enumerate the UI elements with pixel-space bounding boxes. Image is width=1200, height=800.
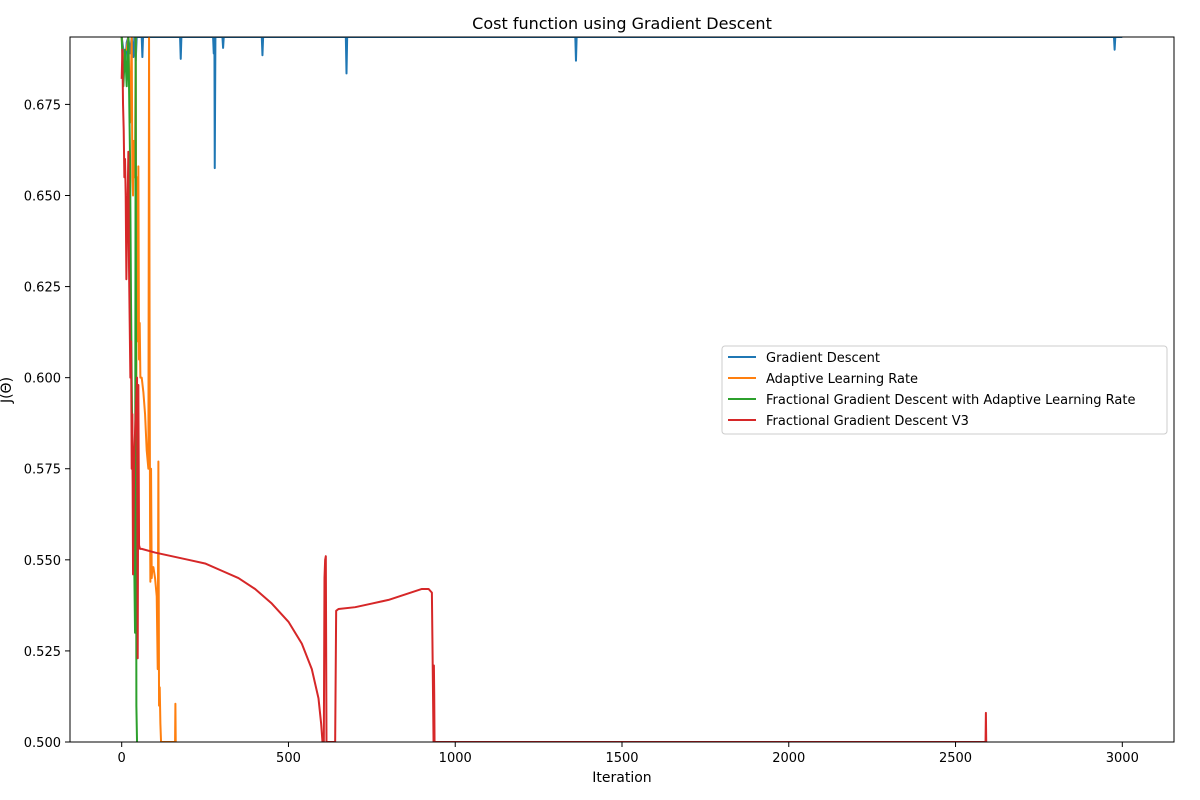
- legend-box: [721, 345, 1168, 435]
- series-line-2: [120, 37, 177, 742]
- x-tick-label: 1500: [605, 751, 638, 766]
- x-axis-label: Iteration: [592, 770, 651, 786]
- x-tick-label: 2500: [939, 751, 972, 766]
- legend-entry: Adaptive Learning Rate: [766, 372, 918, 387]
- y-tick-label: 0.600: [24, 372, 61, 387]
- y-axis: 0.500 0.525 0.550 0.575 0.600 0.625 0.650 0.675: [24, 98, 70, 751]
- chart-title: Cost function using Gradient Descent: [472, 14, 772, 33]
- x-tick-label: 3000: [1106, 751, 1139, 766]
- legend-entry: Fractional Gradient Descent V3: [766, 414, 969, 429]
- x-axis: 0 500 1000 1500 2000 2500 3000: [118, 742, 1139, 766]
- x-tick-label: 2000: [772, 751, 805, 766]
- legend: Gradient Descent Adaptive Learning Rate Fr…: [721, 345, 1168, 435]
- series-line-4: [120, 48, 988, 742]
- y-tick-label: 0.575: [24, 463, 61, 478]
- legend-entry: Fractional Gradient Descent with Adaptiv…: [766, 393, 1135, 408]
- y-axis-label: J(Θ): [0, 377, 15, 404]
- x-tick-label: 0: [118, 751, 126, 766]
- x-tick-label: 500: [276, 751, 301, 766]
- series-line-1: [120, 37, 1123, 170]
- y-tick-label: 0.650: [24, 189, 61, 204]
- y-tick-label: 0.675: [24, 98, 61, 113]
- plot-area: [120, 37, 1123, 742]
- y-tick-label: 0.525: [24, 645, 61, 660]
- legend-entry: Gradient Descent: [766, 351, 880, 366]
- y-tick-label: 0.550: [24, 554, 61, 569]
- y-tick-label: 0.625: [24, 281, 61, 296]
- y-tick-label: 0.500: [24, 736, 61, 751]
- x-tick-label: 1000: [439, 751, 472, 766]
